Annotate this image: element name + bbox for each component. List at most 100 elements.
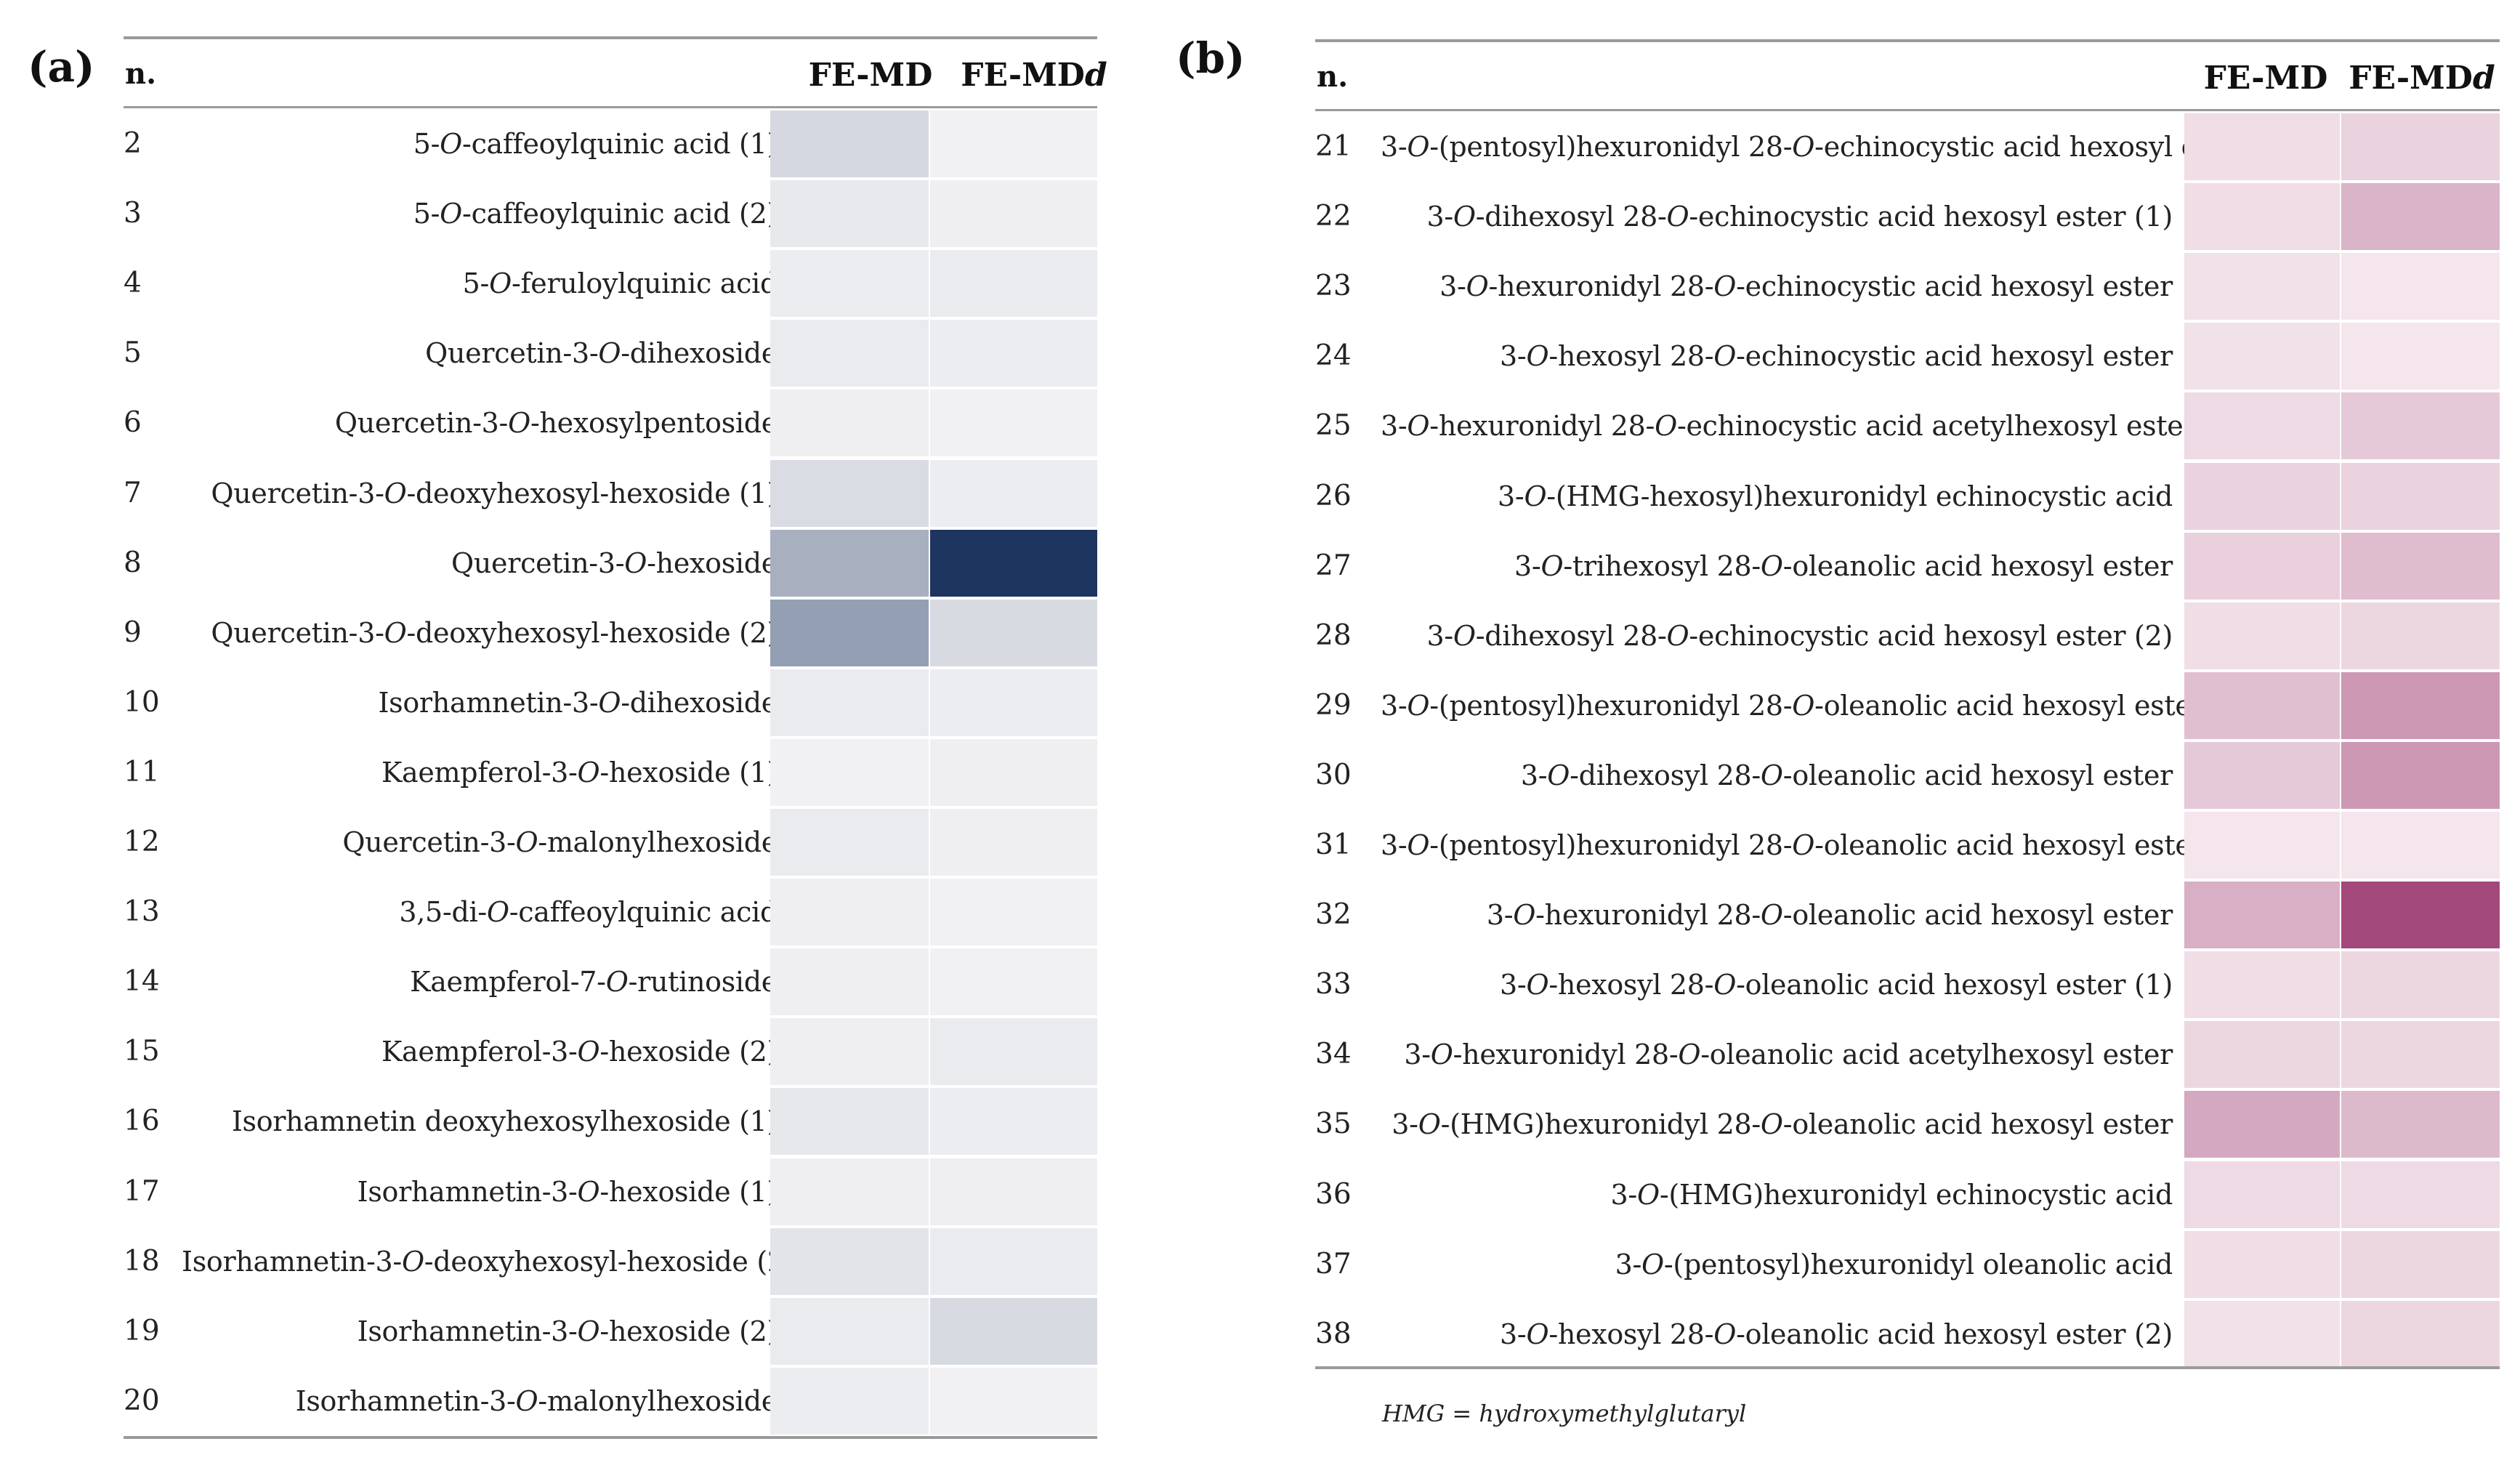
- compound-name-part: 3-: [1404, 1039, 1431, 1071]
- compound-name-part: O: [577, 756, 600, 789]
- compound-name-part: Quercetin-3-: [451, 547, 625, 579]
- compound-name: 3-O-hexosyl 28-O-oleanolic acid hexosyl …: [1381, 950, 2173, 1020]
- heatmap-cell: [2341, 672, 2500, 739]
- compound-name-part: -hexuronidyl 28-: [1453, 1039, 1679, 1071]
- row-number: 29: [1315, 688, 1352, 722]
- compound-name-part: Quercetin-3-: [425, 337, 599, 370]
- compound-name: Quercetin-3-O-malonylhexoside: [182, 807, 778, 877]
- heatmap-cell: [930, 110, 1097, 177]
- compound-name-part: -deoxyhexosyl-hexoside (1): [406, 477, 778, 509]
- heatmap-cell: [2184, 183, 2340, 251]
- compound-name: Kaempferol-3-O-hexoside (1): [182, 738, 778, 807]
- heatmap-cell: [770, 1018, 929, 1086]
- compound-name-part: O: [440, 128, 463, 160]
- row-number: 7: [124, 476, 142, 509]
- compound-name-part: O: [598, 686, 621, 719]
- compound-name: Kaempferol-7-O-rutinoside: [182, 947, 778, 1017]
- compound-name: 3-O-hexuronidyl 28-O-oleanolic acid hexo…: [1381, 880, 2173, 950]
- heatmap-cell: [2184, 323, 2340, 390]
- header-fe-mdd-label: FE-MD: [2349, 60, 2473, 97]
- row-number: 16: [124, 1105, 160, 1138]
- heatmap-cell: [770, 459, 929, 527]
- row-number: 31: [1315, 828, 1352, 861]
- compound-name-part: -dihexosyl 28-: [1475, 619, 1667, 652]
- compound-name-part: 5-: [462, 267, 490, 300]
- heatmap-cell: [930, 1088, 1097, 1156]
- heatmap-cell: [770, 1088, 929, 1156]
- row-number: 38: [1315, 1317, 1352, 1350]
- heatmap-cell: [2341, 602, 2500, 669]
- heatmap-cell: [2341, 882, 2500, 949]
- heatmap-cell: [2341, 1230, 2500, 1298]
- heatmap-table-b: n. FE-MD FE-MDd 21 3-O-(pentosyl)hexuroni…: [1315, 39, 2500, 1427]
- heatmap-cell: [2184, 392, 2340, 460]
- compound-name-part: -deoxyhexosyl-hexoside (2): [406, 616, 778, 649]
- heatmap-cell: [930, 459, 1097, 527]
- row-number: 34: [1315, 1038, 1352, 1071]
- heatmap-cell: [2341, 532, 2500, 600]
- compound-name: 3-O-hexuronidyl 28-O-oleanolic acid acet…: [1381, 1020, 2173, 1089]
- header-n: n.: [125, 57, 157, 91]
- compound-name-part: O: [1760, 1108, 1783, 1141]
- heatmap-cell: [2341, 812, 2500, 879]
- table-row: 25 3-O-hexuronidyl 28-O-echinocystic acid…: [1315, 391, 2500, 461]
- heatmap-cell: [2341, 1161, 2500, 1228]
- compound-name-part: -hexoside (2): [599, 1315, 778, 1347]
- table-row: 37 3-O-(pentosyl)hexuronidyl oleanolic ac…: [1315, 1230, 2500, 1299]
- row-number: 21: [1315, 130, 1352, 163]
- heatmap-cell: [930, 948, 1097, 1016]
- compound-name-part: 3-: [1514, 549, 1541, 582]
- row-number: 27: [1315, 549, 1352, 582]
- compound-name-part: -oleanolic acid hexosyl ester (2): [1814, 829, 2252, 861]
- compound-name-part: Isorhamnetin-3-: [357, 1315, 578, 1347]
- compound-name-part: 3,5-di-: [399, 896, 487, 929]
- compound-name-part: O: [1760, 549, 1783, 582]
- compound-name: 5-O-caffeoylquinic acid (2): [182, 179, 778, 249]
- compound-name: 3-O-(HMG-hexosyl)hexuronidyl echinocysti…: [1381, 461, 2173, 531]
- heatmap-cell: [2184, 882, 2340, 949]
- table-row: 21 3-O-(pentosyl)hexuronidyl 28-O-echinoc…: [1315, 112, 2500, 182]
- row-number: 2: [124, 127, 142, 160]
- compound-name-part: -(HMG)hexuronidyl echinocystic acid: [1659, 1178, 2173, 1211]
- compound-name-part: O: [489, 267, 512, 300]
- compound-name: 5-O-caffeoylquinic acid (1): [182, 109, 778, 179]
- table-row: 28 3-O-dihexosyl 28-O-echinocystic acid h…: [1315, 601, 2500, 671]
- compound-name: 3-O-dihexosyl 28-O-oleanolic acid hexosy…: [1381, 741, 2173, 810]
- compound-name-part: O: [440, 198, 463, 230]
- compound-name-part: O: [1524, 480, 1547, 512]
- compound-name: 3-O-(HMG)hexuronidyl 28-O-oleanolic acid…: [1381, 1089, 2173, 1159]
- compound-name-part: -malonylhexoside: [538, 826, 778, 858]
- compound-name-part: -oleanolic acid acetylhexosyl ester: [1700, 1039, 2173, 1071]
- header-rule: [124, 106, 1097, 108]
- row-number: 26: [1315, 479, 1352, 512]
- compound-name-part: 3-: [1381, 410, 1408, 443]
- table-row: 9 Quercetin-3-O-deoxyhexosyl-hexoside (2): [124, 598, 1097, 668]
- compound-name-part: -(pentosyl)hexuronidyl 28-: [1429, 131, 1793, 163]
- row-number: 13: [124, 895, 160, 929]
- heatmap-cell: [770, 1158, 929, 1225]
- heatmap-cell: [770, 879, 929, 946]
- header-fe-md-label: FE-MD: [2203, 60, 2328, 97]
- table-row: 27 3-O-trihexosyl 28-O-oleanolic acid hex…: [1315, 531, 2500, 601]
- heatmap-cell: [770, 1367, 929, 1435]
- heatmap-cell: [2184, 113, 2340, 180]
- compound-name-part: O: [1792, 829, 1815, 861]
- compound-name-part: -trihexosyl 28-: [1563, 549, 1761, 582]
- compound-name-part: O: [1713, 340, 1737, 373]
- compound-name: 5-O-feruloylquinic acid: [182, 249, 778, 318]
- table-row: 22 3-O-dihexosyl 28-O-echinocystic acid h…: [1315, 182, 2500, 251]
- table-row: 6 Quercetin-3-O-hexosylpentoside: [124, 388, 1097, 458]
- heatmap-cell: [770, 180, 929, 248]
- compound-name: 3-O-(pentosyl)hexuronidyl oleanolic acid: [1381, 1230, 2173, 1299]
- row-number: 9: [124, 616, 142, 649]
- compound-name-part: -caffeoylquinic acid (1): [462, 128, 778, 160]
- row-number: 15: [124, 1035, 160, 1068]
- compound-name-part: O: [508, 407, 530, 440]
- row-number: 28: [1315, 618, 1352, 652]
- compound-name-part: 3-: [1381, 689, 1408, 722]
- compound-name-part: -oleanolic acid hexosyl ester: [1782, 549, 2173, 582]
- row-number: 5: [124, 336, 142, 370]
- table-row: 33 3-O-hexosyl 28-O-oleanolic acid hexosy…: [1315, 950, 2500, 1020]
- heatmap-cell: [930, 1227, 1097, 1295]
- heatmap-cell: [930, 1367, 1097, 1435]
